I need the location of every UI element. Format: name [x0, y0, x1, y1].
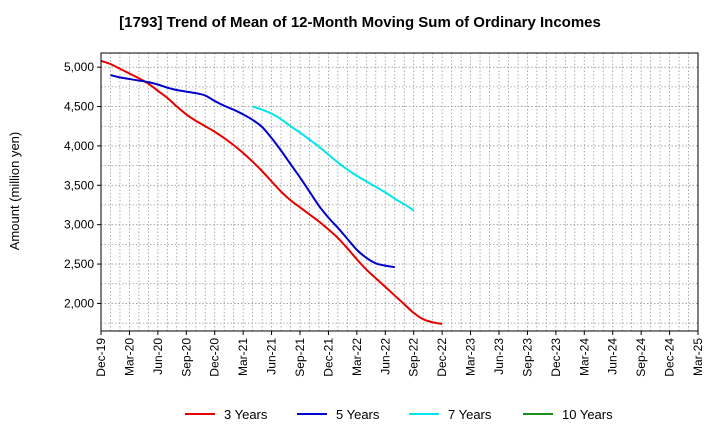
series-line-5-years	[110, 74, 395, 269]
y-tick-label: 2,500	[64, 257, 94, 271]
x-tick-label: Mar-22	[350, 338, 364, 376]
plot-frame	[100, 52, 699, 332]
x-tick-label: Mar-23	[464, 338, 478, 376]
y-tick-label: 4,000	[64, 139, 94, 153]
x-axis-ticks: Dec-19 Mar-20 Jun-20 Sep-20 Dec-20 Mar-21 Jun-…	[94, 331, 705, 377]
legend-label: 10 Years	[562, 407, 613, 422]
y-tick-label: 4,500	[64, 100, 94, 114]
legend-label: 5 Years	[336, 407, 380, 422]
series-line-7-years	[252, 105, 415, 212]
series-line-3-years	[100, 59, 443, 325]
series-lines	[100, 59, 443, 325]
y-tick-label: 5,000	[64, 60, 94, 74]
x-tick-label: Mar-21	[236, 338, 250, 376]
x-tick-label: Jun-22	[378, 338, 392, 375]
legend-label: 7 Years	[448, 407, 492, 422]
x-tick-label: Dec-20	[208, 338, 222, 377]
y-tick-label: 3,500	[64, 178, 94, 192]
x-tick-label: Sep-22	[407, 338, 421, 377]
x-tick-label: Dec-21	[321, 338, 335, 377]
legend: 3 Years 5 Years 7 Years 10 Years	[185, 407, 613, 422]
x-tick-label: Sep-23	[520, 338, 534, 377]
x-tick-label: Jun-21	[265, 338, 279, 375]
y-axis-label: Amount (million yen)	[7, 132, 22, 251]
chart-title: [1793] Trend of Mean of 12-Month Moving …	[119, 14, 601, 31]
x-tick-label: Sep-24	[634, 338, 648, 377]
x-tick-label: Dec-23	[549, 338, 563, 377]
y-tick-label: 2,000	[64, 296, 94, 310]
x-tick-label: Jun-23	[492, 338, 506, 375]
x-tick-label: Sep-20	[179, 338, 193, 377]
x-tick-label: Dec-24	[663, 338, 677, 377]
grid	[101, 53, 698, 331]
x-tick-label: Mar-20	[122, 338, 136, 376]
x-tick-label: Dec-22	[435, 338, 449, 377]
x-tick-label: Mar-24	[577, 338, 591, 376]
y-tick-label: 3,000	[64, 218, 94, 232]
y-axis-ticks: 2,000 2,500 3,000 3,500 4,000 4,500 5,000	[64, 60, 101, 310]
x-tick-label: Jun-20	[151, 338, 165, 375]
legend-label: 3 Years	[224, 407, 268, 422]
x-tick-label: Jun-24	[606, 338, 620, 375]
x-tick-label: Mar-25	[691, 338, 705, 376]
x-tick-label: Dec-19	[94, 338, 108, 377]
x-tick-label: Sep-21	[293, 338, 307, 377]
